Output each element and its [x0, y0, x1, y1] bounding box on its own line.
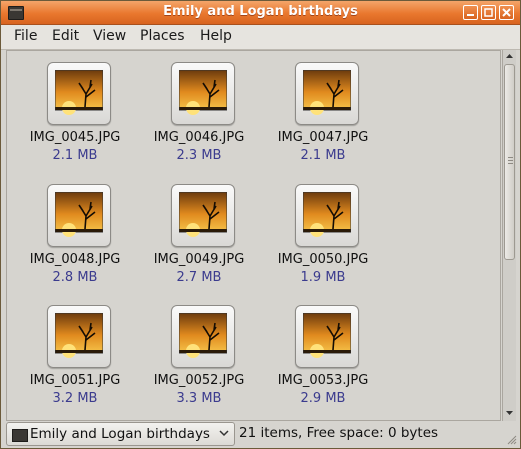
minimize-button[interactable] [463, 5, 478, 20]
menu-file[interactable]: File [14, 28, 38, 44]
location-dropdown[interactable]: Emily and Logan birthdays [6, 422, 235, 446]
resize-grip-icon[interactable] [507, 435, 517, 445]
image-thumbnail-icon [295, 62, 359, 125]
image-thumbnail-icon [47, 305, 111, 368]
status-bar: Emily and Logan birthdays 21 items, Free… [1, 422, 520, 448]
chevron-down-icon [219, 426, 229, 443]
file-item[interactable]: IMG_0050.JPG 1.9 MB [261, 174, 385, 285]
vertical-scrollbar[interactable] [502, 50, 516, 421]
image-thumbnail-icon [295, 305, 359, 368]
file-item[interactable]: IMG_0047.JPG 2.1 MB [261, 52, 385, 163]
menu-edit[interactable]: Edit [52, 28, 80, 44]
file-size: 2.1 MB [300, 148, 346, 163]
folder-icon [12, 429, 28, 442]
file-name: IMG_0050.JPG [277, 252, 369, 267]
file-name: IMG_0048.JPG [29, 252, 121, 267]
file-name: IMG_0053.JPG [277, 373, 369, 388]
minimize-icon [467, 14, 474, 16]
arrow-down-icon [506, 411, 513, 415]
file-name: IMG_0046.JPG [153, 130, 245, 145]
status-text: 21 items, Free space: 0 bytes [239, 425, 439, 441]
image-thumbnail-icon [295, 184, 359, 247]
image-thumbnail-icon [171, 62, 235, 125]
arrow-up-icon [506, 54, 513, 58]
maximize-icon [484, 8, 493, 17]
file-name: IMG_0045.JPG [29, 130, 121, 145]
file-name: IMG_0052.JPG [153, 373, 245, 388]
file-item[interactable]: IMG_0045.JPG 2.1 MB [13, 52, 137, 163]
file-size: 2.9 MB [300, 391, 346, 406]
file-size: 2.3 MB [176, 148, 222, 163]
close-icon [502, 8, 511, 17]
maximize-button[interactable] [481, 5, 496, 20]
menu-view[interactable]: View [93, 28, 127, 44]
scroll-up-button[interactable] [503, 50, 516, 63]
image-thumbnail-icon [171, 305, 235, 368]
file-name: IMG_0051.JPG [29, 373, 121, 388]
file-size: 3.3 MB [176, 391, 222, 406]
file-item[interactable]: IMG_0052.JPG 3.3 MB [137, 295, 261, 406]
close-button[interactable] [499, 5, 514, 20]
image-thumbnail-icon [171, 184, 235, 247]
file-item[interactable]: IMG_0051.JPG 3.2 MB [13, 295, 137, 406]
file-size: 1.9 MB [300, 270, 346, 285]
file-item[interactable]: IMG_0053.JPG 2.9 MB [261, 295, 385, 406]
file-size: 2.8 MB [52, 270, 98, 285]
menu-help[interactable]: Help [200, 28, 232, 44]
location-label: Emily and Logan birthdays [30, 426, 210, 442]
menu-places[interactable]: Places [140, 28, 185, 44]
file-item[interactable]: IMG_0049.JPG 2.7 MB [137, 174, 261, 285]
file-size: 3.2 MB [52, 391, 98, 406]
window-folder-icon[interactable] [8, 6, 24, 20]
scroll-down-button[interactable] [503, 406, 516, 419]
image-thumbnail-icon [47, 184, 111, 247]
file-name: IMG_0047.JPG [277, 130, 369, 145]
file-size: 2.1 MB [52, 148, 98, 163]
scrollbar-thumb[interactable] [504, 64, 515, 260]
file-name: IMG_0049.JPG [153, 252, 245, 267]
file-icon-view[interactable]: IMG_0045.JPG 2.1 MB IMG_0046.JPG 2.3 MB … [6, 50, 501, 421]
file-item[interactable]: IMG_0048.JPG 2.8 MB [13, 174, 137, 285]
image-thumbnail-icon [47, 62, 111, 125]
file-size: 2.7 MB [176, 270, 222, 285]
window-title: Emily and Logan birthdays [163, 4, 358, 19]
title-bar[interactable]: Emily and Logan birthdays [1, 1, 520, 25]
file-item[interactable]: IMG_0046.JPG 2.3 MB [137, 52, 261, 163]
menu-bar: File Edit View Places Help [1, 25, 520, 50]
